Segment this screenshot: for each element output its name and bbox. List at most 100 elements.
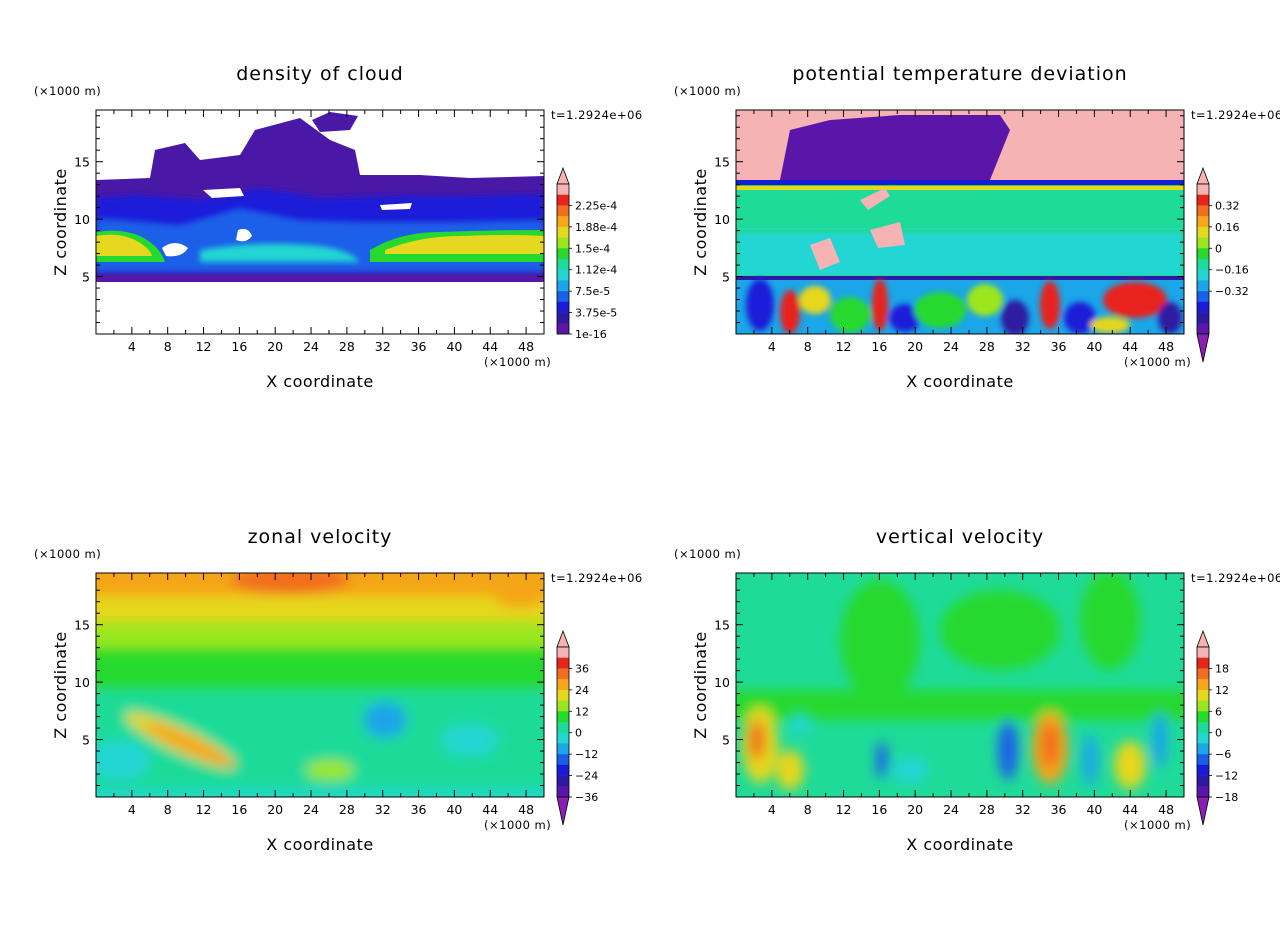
time-label: t=1.2924e+06 [551,108,643,122]
colorbar-swatch [1197,226,1209,238]
plot-frame [95,109,545,335]
colorbar-label: 0.32 [1215,199,1240,212]
colorbar-label: 1.12e-4 [575,264,617,277]
plot-frame [735,572,1185,798]
colorbar-label: 6 [1215,705,1222,718]
colorbar-label: 12 [1215,684,1229,697]
colorbar-swatch [1197,743,1209,755]
colorbar-swatch [1197,194,1209,206]
x-axis-label: X coordinate [266,372,373,391]
colorbar-swatch [557,184,569,196]
colorbar-frame [556,183,570,335]
x-tick-label: 4 [128,339,136,354]
colorbar-swatch [557,722,569,734]
y-tick-label: 5 [82,733,90,748]
contour-field [96,573,544,797]
colorbar-label: 1.88e-4 [575,221,617,234]
colorbar-label: −12 [575,748,598,761]
x-axis-label: X coordinate [266,835,373,854]
plot-frame [735,109,1185,335]
colorbar-top-extension [1196,629,1210,648]
colorbar-label: −18 [1215,791,1238,804]
x-tick-label: 36 [1051,802,1067,817]
x-tick-label: 32 [1015,802,1031,817]
y-tick-label: 10 [714,675,730,690]
colorbar-swatch [557,700,569,712]
colorbar-swatch [1197,786,1209,798]
panel-potential-temperature-deviation: potential temperature deviation (×1000 m… [674,63,1280,391]
x-tick-label: 32 [375,802,391,817]
colorbar-swatch [1197,689,1209,701]
x-tick-label: 16 [231,802,247,817]
x-tick-label: 16 [871,802,887,817]
colorbar-swatch [557,711,569,723]
colorbar-swatch [557,689,569,701]
colorbar-swatch [1197,291,1209,303]
time-label: t=1.2924e+06 [551,571,643,585]
colorbar-swatch [557,775,569,787]
y-axis-label: Z coordinate [51,631,70,738]
colorbar: 36 24 12 0 −12 −24 −36 [556,629,598,826]
x-tick-label: 28 [979,339,995,354]
y-unit-label: (×1000 m) [34,84,101,98]
x-tick-label: 12 [836,339,852,354]
y-tick-label: 15 [74,618,90,633]
colorbar-label: 1.5e-4 [575,242,610,255]
x-axis-label: X coordinate [906,372,1013,391]
y-tick-label: 10 [74,212,90,227]
colorbar-swatch [1197,248,1209,260]
x-tick-label: 36 [411,339,427,354]
x-tick-label: 20 [267,339,283,354]
x-tick-label: 12 [196,339,212,354]
colorbar-swatch [1197,312,1209,324]
y-axis-label: Z coordinate [51,168,70,275]
colorbar-swatch [557,754,569,766]
y-tick-label: 5 [82,270,90,285]
y-axis-label: Z coordinate [691,631,710,738]
colorbar-swatch [1197,668,1209,680]
time-label: t=1.2924e+06 [1191,108,1280,122]
colorbar-swatch [1197,775,1209,787]
colorbar-swatch [557,668,569,680]
x-tick-label: 20 [267,802,283,817]
colorbar-swatch [557,786,569,798]
colorbar-bottom-extension [1196,333,1210,363]
colorbar-swatch [1197,700,1209,712]
colorbar: 0.32 0.16 0 −0.16 −0.32 [1196,166,1249,363]
x-tick-label: 36 [411,802,427,817]
x-tick-label: 12 [196,802,212,817]
colorbar-swatch [557,237,569,249]
time-label: t=1.2924e+06 [1191,571,1280,585]
colorbar-label: 0 [1215,727,1222,740]
colorbar-label: 3.75e-5 [575,307,617,320]
x-tick-label: 44 [482,339,498,354]
colorbar-label: 2.25e-4 [575,199,617,212]
colorbar-top-extension [556,629,570,648]
y-tick-label: 5 [722,733,730,748]
colorbar-label: 0 [1215,242,1222,255]
x-tick-label: 28 [339,339,355,354]
x-tick-label: 8 [804,339,812,354]
colorbar-swatch [557,259,569,271]
colorbar-label: 0 [575,727,582,740]
colorbar-swatch [557,194,569,206]
x-tick-label: 44 [482,802,498,817]
colorbar-swatch [557,657,569,669]
x-tick-label: 8 [164,802,172,817]
y-tick-label: 10 [714,212,730,227]
colorbar-swatch [1197,269,1209,281]
y-unit-label: (×1000 m) [34,547,101,561]
x-axis-label: X coordinate [906,835,1013,854]
colorbar-label: 7.5e-5 [575,285,610,298]
chart-title: vertical velocity [876,526,1044,548]
colorbar-label: −36 [575,791,598,804]
contour-field [736,573,1184,797]
x-tick-label: 4 [768,802,776,817]
colorbar-swatch [557,216,569,228]
colorbar-label: −6 [1215,748,1231,761]
